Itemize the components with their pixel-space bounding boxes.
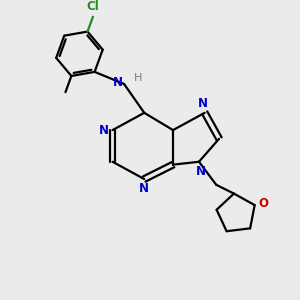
Text: N: N bbox=[139, 182, 149, 195]
Text: Cl: Cl bbox=[87, 0, 99, 13]
Text: H: H bbox=[134, 73, 142, 83]
Text: N: N bbox=[198, 97, 208, 110]
Text: N: N bbox=[195, 165, 206, 178]
Text: N: N bbox=[112, 76, 123, 89]
Text: N: N bbox=[99, 124, 109, 136]
Text: O: O bbox=[258, 197, 268, 210]
